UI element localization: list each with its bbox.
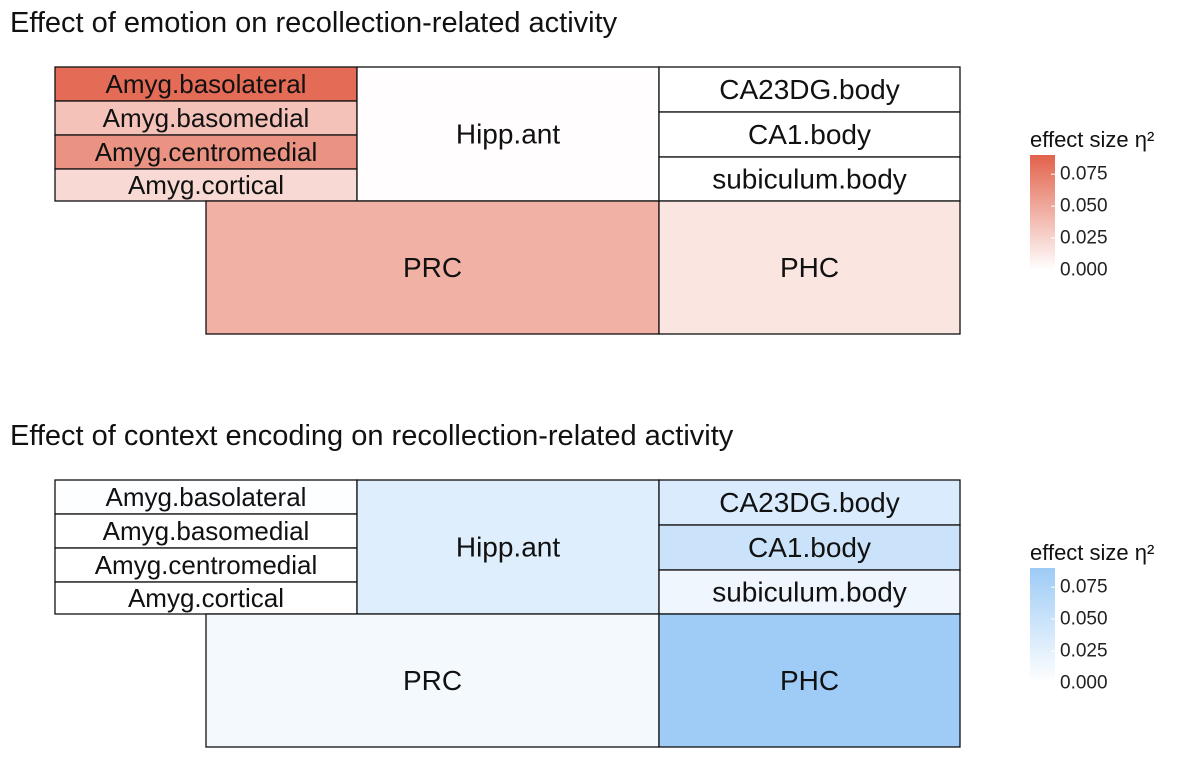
region-cell-prc: PRC bbox=[205, 613, 660, 748]
region-cell-amyg-basomedial: Amyg.basomedial bbox=[54, 100, 358, 136]
region-tile bbox=[54, 479, 358, 515]
region-label: Amyg.basomedial bbox=[103, 103, 310, 133]
region-cell-ca1-body: CA1.body bbox=[658, 111, 961, 158]
region-cell-amyg-cortical: Amyg.cortical bbox=[54, 581, 358, 615]
legend-colorbar bbox=[1030, 568, 1055, 683]
panel-title: Effect of context encoding on recollecti… bbox=[10, 420, 734, 452]
region-tile bbox=[205, 613, 660, 748]
legend-title: effect size η² bbox=[1030, 127, 1154, 152]
region-label: PRC bbox=[403, 665, 462, 696]
legend-tick-label: 0.000 bbox=[1060, 673, 1108, 694]
region-map: Amyg.basolateral Amyg.basomedial Amyg.cent… bbox=[54, 479, 961, 748]
region-cell-ca1-body: CA1.body bbox=[658, 524, 961, 571]
region-tile bbox=[658, 569, 961, 615]
region-tile bbox=[205, 200, 660, 335]
region-tile bbox=[658, 524, 961, 571]
region-tile bbox=[54, 134, 358, 170]
legend-tick-label: 0.050 bbox=[1060, 609, 1108, 630]
region-label: subiculum.body bbox=[712, 164, 907, 195]
region-label: Amyg.cortical bbox=[128, 583, 284, 613]
region-cell-amyg-basolateral: Amyg.basolateral bbox=[54, 479, 358, 515]
region-label: Amyg.basolateral bbox=[106, 482, 307, 512]
legend-tick-label: 0.075 bbox=[1060, 164, 1108, 185]
legend: effect size η² 0.075 0.050 0.025 0.000 bbox=[1030, 540, 1154, 694]
legend-colorbar bbox=[1030, 155, 1055, 270]
region-tile bbox=[658, 66, 961, 113]
legend-ticks: 0.075 0.050 0.025 0.000 bbox=[1051, 164, 1108, 281]
legend-tick-label: 0.000 bbox=[1060, 260, 1108, 281]
legend: effect size η² 0.075 0.050 0.025 0.000 bbox=[1030, 127, 1154, 281]
region-cell-phc: PHC bbox=[658, 613, 961, 748]
panel-context: Effect of context encoding on recollecti… bbox=[10, 420, 1154, 748]
region-label: subiculum.body bbox=[712, 577, 907, 608]
region-cell-hipp-ant: Hipp.ant bbox=[356, 479, 660, 615]
region-tile bbox=[356, 66, 660, 202]
region-cell-amyg-cortical: Amyg.cortical bbox=[54, 168, 358, 202]
region-label: CA23DG.body bbox=[719, 74, 900, 105]
region-label: Amyg.basolateral bbox=[106, 69, 307, 99]
region-label: Amyg.centromedial bbox=[95, 137, 318, 167]
region-cell-amyg-basolateral: Amyg.basolateral bbox=[54, 66, 358, 102]
panel-emotion: Effect of emotion on recollection-relate… bbox=[10, 7, 1154, 335]
legend-tick-label: 0.075 bbox=[1060, 577, 1108, 598]
region-tile bbox=[54, 66, 358, 102]
region-map: Amyg.basolateral Amyg.basomedial Amyg.cent… bbox=[54, 66, 961, 335]
region-label: Amyg.basomedial bbox=[103, 516, 310, 546]
legend-tick-label: 0.025 bbox=[1060, 641, 1108, 662]
region-cell-amyg-basomedial: Amyg.basomedial bbox=[54, 513, 358, 549]
region-cell-amyg-centromedial: Amyg.centromedial bbox=[54, 547, 358, 583]
region-label: Hipp.ant bbox=[456, 532, 561, 563]
region-tile bbox=[54, 100, 358, 136]
region-cell-phc: PHC bbox=[658, 200, 961, 335]
region-label: Hipp.ant bbox=[456, 119, 561, 150]
region-tile bbox=[54, 513, 358, 549]
region-cell-prc: PRC bbox=[205, 200, 660, 335]
region-cell-amyg-centromedial: Amyg.centromedial bbox=[54, 134, 358, 170]
region-tile bbox=[54, 581, 358, 615]
region-cell-ca23dg-body: CA23DG.body bbox=[658, 66, 961, 113]
region-label: PRC bbox=[403, 252, 462, 283]
region-tile bbox=[658, 200, 961, 335]
region-label: PHC bbox=[780, 252, 839, 283]
legend-title: effect size η² bbox=[1030, 540, 1154, 565]
region-cell-subiculum-body: subiculum.body bbox=[658, 156, 961, 202]
region-cell-subiculum-body: subiculum.body bbox=[658, 569, 961, 615]
panel-title: Effect of emotion on recollection-relate… bbox=[10, 7, 618, 39]
region-label: Amyg.cortical bbox=[128, 170, 284, 200]
legend-tick-label: 0.025 bbox=[1060, 228, 1108, 249]
region-label: CA1.body bbox=[748, 119, 871, 150]
region-tile bbox=[658, 613, 961, 748]
region-label: Amyg.centromedial bbox=[95, 550, 318, 580]
legend-ticks: 0.075 0.050 0.025 0.000 bbox=[1051, 577, 1108, 694]
region-cell-hipp-ant: Hipp.ant bbox=[356, 66, 660, 202]
region-label: PHC bbox=[780, 665, 839, 696]
region-tile bbox=[658, 156, 961, 202]
region-tile bbox=[658, 479, 961, 526]
region-label: CA23DG.body bbox=[719, 487, 900, 518]
region-cell-ca23dg-body: CA23DG.body bbox=[658, 479, 961, 526]
region-label: CA1.body bbox=[748, 532, 871, 563]
legend-tick-label: 0.050 bbox=[1060, 196, 1108, 217]
